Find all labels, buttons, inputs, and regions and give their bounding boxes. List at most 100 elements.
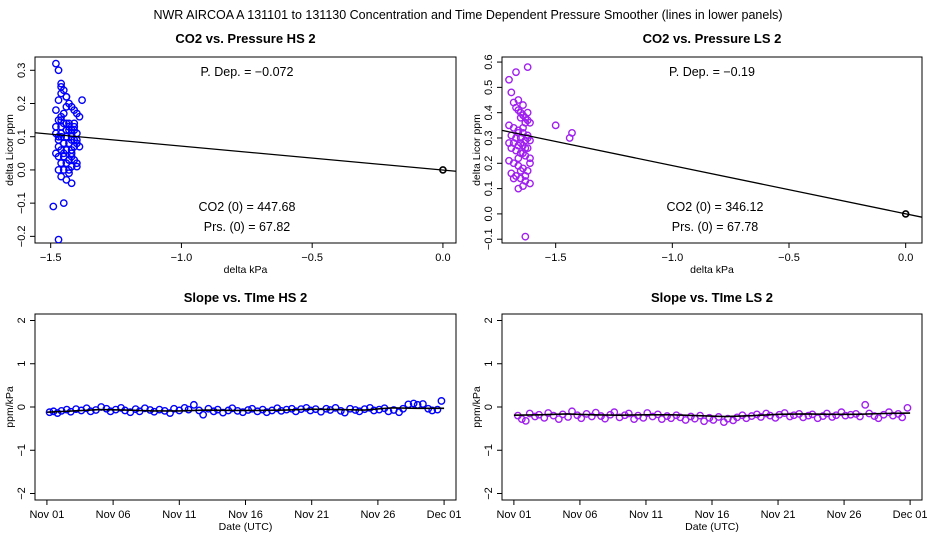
data-point — [72, 162, 81, 171]
data-point — [52, 106, 60, 115]
data-point — [686, 412, 695, 421]
chart-title: Slope vs. TIme HS 2 — [184, 290, 308, 305]
x-tick-label: Nov 26 — [827, 509, 862, 521]
data-point — [681, 416, 690, 424]
data-point — [705, 413, 714, 422]
data-point — [804, 411, 813, 420]
plot-area — [35, 59, 456, 243]
chart-panel-co2-vs-pressure-hs: CO2 vs. Pressure HS 2−1.5 −1.0 −0.5 0.0delt… — [4, 31, 457, 276]
y-tick-label: −1 — [16, 444, 28, 457]
data-point — [512, 68, 520, 77]
data-point — [62, 92, 71, 101]
plot-area — [45, 397, 446, 419]
data-point — [67, 152, 76, 161]
data-point — [789, 411, 798, 420]
data-point — [336, 406, 345, 415]
data-point — [62, 119, 71, 128]
data-point — [526, 154, 534, 163]
y-tick-label: 0.3 — [16, 63, 28, 78]
plot-frame — [501, 313, 923, 501]
pressure-dependence-label: P. Dep. = −0.072 — [201, 65, 294, 79]
data-point — [663, 412, 671, 420]
y-tick-label: 0.2 — [483, 156, 495, 171]
data-point — [52, 59, 60, 68]
x-tick-label: Nov 11 — [629, 509, 663, 521]
x-tick-label: Nov 21 — [761, 509, 796, 521]
pressure-dependence-label: P. Dep. = −0.19 — [669, 65, 755, 79]
data-point — [53, 409, 62, 417]
data-point — [54, 66, 63, 75]
y-tick-label: −0.2 — [16, 225, 28, 247]
x-tick-label: −1.5 — [40, 252, 62, 264]
data-point — [57, 112, 66, 121]
data-point — [551, 121, 560, 130]
data-point — [861, 400, 870, 409]
x-tick-label: 0.0 — [898, 252, 913, 264]
data-point — [514, 96, 523, 104]
data-point — [523, 134, 532, 142]
x-tick-label: Nov 01 — [496, 509, 531, 521]
chart-title: CO2 vs. Pressure HS 2 — [175, 31, 315, 46]
data-point — [756, 413, 765, 421]
y-tick-label: 0 — [16, 404, 28, 410]
data-point — [526, 159, 534, 168]
fit-line — [502, 129, 922, 218]
y-tick-label: 0 — [483, 404, 495, 410]
data-point — [62, 405, 71, 414]
y-tick-label: 2 — [16, 317, 28, 323]
data-point — [57, 79, 66, 88]
data-point — [856, 412, 864, 421]
data-point — [514, 154, 523, 163]
x-axis-label: Date (UTC) — [219, 521, 273, 533]
data-point — [591, 408, 600, 417]
y-tick-label: 0.3 — [483, 130, 495, 145]
plot-frame — [34, 56, 457, 244]
x-axis-label: delta kPa — [224, 264, 268, 276]
figure-title: NWR AIRCOA A 131101 to 131130 Concentrat… — [153, 8, 782, 22]
x-tick-label: Nov 01 — [29, 509, 64, 521]
data-point — [521, 172, 530, 180]
chart-panel-slope-vs-time-ls: Slope vs. TIme LS 2 Nov 01 Nov 06 Nov 11 Nov… — [471, 290, 928, 533]
data-point — [131, 405, 140, 414]
fit-line — [35, 132, 456, 172]
data-point — [70, 126, 79, 134]
data-point — [870, 412, 879, 420]
plot-frame — [501, 56, 923, 244]
chart-title: CO2 vs. Pressure LS 2 — [643, 31, 782, 46]
x-axis-label: Date (UTC) — [685, 521, 739, 533]
data-point — [49, 202, 58, 211]
anchor-point — [439, 166, 447, 174]
data-point — [65, 166, 73, 174]
data-point — [587, 412, 596, 421]
data-point — [898, 413, 907, 422]
chart-title: Slope vs. TIme LS 2 — [651, 290, 773, 305]
data-point — [519, 182, 527, 190]
y-tick-label: 0.1 — [483, 181, 495, 196]
y-tick-label: 1 — [483, 361, 495, 367]
data-point — [52, 122, 60, 131]
data-point — [903, 403, 912, 412]
y-tick-label: −1 — [483, 444, 495, 457]
data-point — [549, 411, 558, 420]
y-tick-label: −2 — [16, 487, 28, 500]
data-point — [700, 417, 708, 426]
x-tick-label: 0.0 — [435, 252, 450, 264]
data-point — [72, 405, 80, 414]
pressure-intercept-label: Prs. (0) = 67.78 — [672, 220, 759, 234]
data-point — [72, 159, 81, 168]
data-point — [65, 126, 73, 134]
y-tick-label: 1 — [16, 361, 28, 367]
data-point — [67, 149, 76, 158]
data-point — [643, 409, 652, 417]
data-point — [184, 405, 193, 414]
y-axis-label: ppm/kPa — [471, 386, 483, 428]
y-tick-label: 0.0 — [16, 162, 28, 177]
data-point — [874, 414, 883, 423]
x-tick-label: −0.5 — [301, 252, 323, 264]
anchor-point — [901, 210, 910, 218]
y-tick-label: −0.1 — [16, 192, 28, 214]
data-point — [780, 409, 789, 417]
data-point — [521, 416, 530, 425]
data-point — [57, 159, 66, 168]
data-point — [62, 102, 71, 111]
